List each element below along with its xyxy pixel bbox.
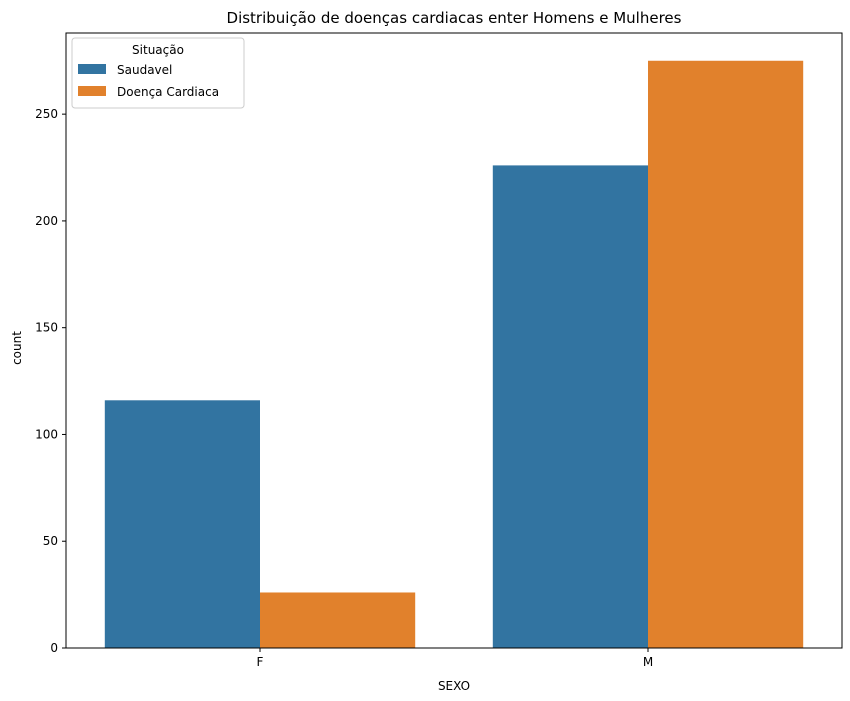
y-tick-label-50: 50 — [43, 534, 58, 548]
bar-doenca-cardiaca-f — [260, 592, 416, 648]
plot-frame — [65, 32, 843, 649]
x-axis-label: SEXO — [438, 679, 470, 693]
chart-title: Distribuição de doenças cardiacas enter … — [227, 9, 682, 27]
legend-title: Situação — [132, 43, 184, 57]
x-tick-label-f: F — [257, 655, 264, 669]
y-axis-label: count — [10, 331, 24, 365]
y-tick-label-150: 150 — [35, 321, 58, 335]
bars-layer — [104, 60, 804, 649]
y-tick-label-200: 200 — [35, 214, 58, 228]
legend-entry-saudavel: Saudavel — [117, 63, 172, 77]
y-tick-label-100: 100 — [35, 427, 58, 441]
legend-frame — [71, 37, 245, 109]
bar-doenca-cardiaca-m — [648, 60, 804, 648]
legend-swatch-saudavel — [78, 64, 106, 74]
bar-saudavel-m — [492, 165, 648, 649]
legend-entry-doenca-cardiaca: Doença Cardiaca — [117, 85, 219, 99]
y-tick-label-0: 0 — [50, 641, 58, 655]
legend-swatch-doenca-cardiaca — [78, 86, 106, 96]
legend: Situação Saudavel Doença Cardiaca — [71, 37, 245, 109]
ticks-layer: 0 50 100 150 200 250 F M — [35, 107, 653, 669]
axes-layer — [65, 32, 843, 649]
bar-saudavel-f — [104, 400, 260, 648]
y-tick-label-250: 250 — [35, 107, 58, 121]
x-tick-label-m: M — [643, 655, 653, 669]
